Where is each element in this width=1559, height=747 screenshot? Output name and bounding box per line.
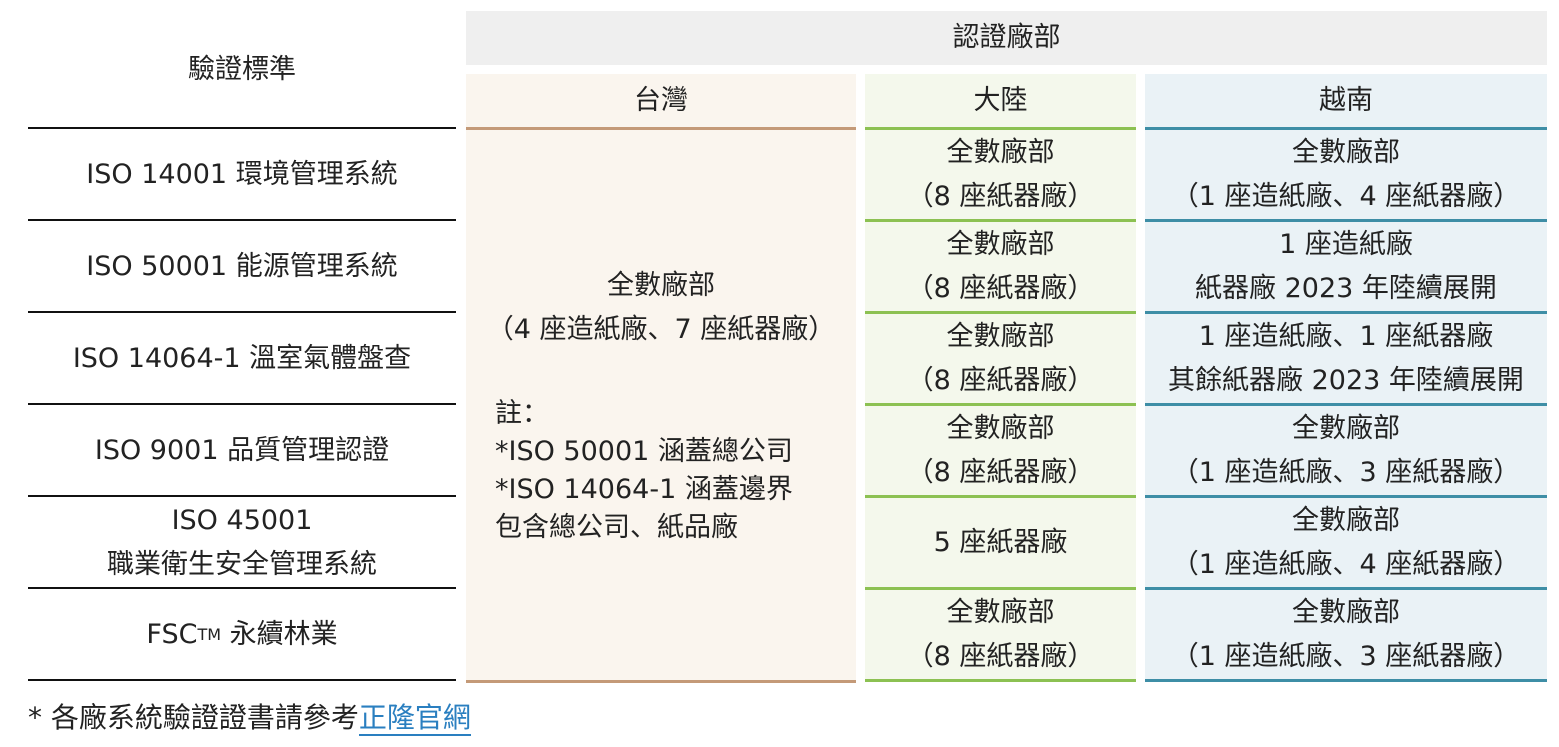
divider (28, 403, 456, 405)
divider (28, 127, 456, 129)
cell-line: 紙器廠 2023 年陸續展開 (1195, 272, 1497, 304)
china-cell: 5 座紙器廠 (865, 498, 1136, 590)
cell-line: （8 座紙器廠） (906, 180, 1095, 212)
cell-line: （1 座造紙廠、3 座紙器廠） (1171, 456, 1521, 488)
standard-cell: ISO 14064-1 溫室氣體盤查 (28, 314, 456, 404)
footnote-text: * 各廠系統驗證證書請參考 (28, 701, 359, 734)
standard-name: ISO 14001 環境管理系統 (86, 159, 398, 190)
standard-header: 驗證標準 (28, 40, 456, 100)
standard-name-line2: 職業衛生安全管理系統 (107, 549, 377, 580)
cell-line: 全數廠部 (946, 228, 1055, 260)
certified-header: 認證廠部 (466, 11, 1547, 65)
taiwan-note: 註： *ISO 50001 涵蓋總公司 *ISO 14064-1 涵蓋邊界 包含… (495, 395, 793, 547)
china-cell: 全數廠部 （8 座紙器廠） (865, 222, 1136, 314)
taiwan-cell: 全數廠部 （4 座造紙廠、7 座紙器廠） (466, 130, 856, 683)
vietnam-cell: 全數廠部 （1 座造紙廠、4 座紙器廠） (1145, 498, 1547, 590)
taiwan-line2: （4 座造紙廠、7 座紙器廠） (486, 314, 836, 345)
cell-line: 全數廠部 (1292, 136, 1400, 168)
cell-line: （1 座造紙廠、4 座紙器廠） (1171, 180, 1521, 212)
region-label: 大陸 (973, 84, 1028, 116)
cell-line: 1 座造紙廠、1 座紙器廠 (1198, 320, 1494, 352)
cell-line: 全數廠部 (1292, 596, 1400, 628)
standard-name-rest: 永續林業 (221, 619, 338, 650)
standard-name: ISO 14064-1 溫室氣體盤查 (72, 343, 412, 374)
standard-header-label: 驗證標準 (188, 54, 296, 85)
standard-name: FSC (146, 619, 198, 650)
region-header-taiwan: 台灣 (466, 74, 856, 130)
divider (28, 495, 456, 497)
divider (28, 219, 456, 221)
region-header-china: 大陸 (865, 74, 1136, 130)
cell-line: 全數廠部 (946, 412, 1055, 444)
certified-header-label: 認證廠部 (952, 22, 1061, 53)
vietnam-cell: 1 座造紙廠紙器廠 2023 年陸續展開 (1145, 222, 1547, 314)
note-line: 包含總公司、紙品廠 (495, 512, 738, 543)
cell-line: 全數廠部 (1292, 412, 1400, 444)
standard-cell: FSC TM 永續林業 (28, 590, 456, 680)
standard-cell: ISO 9001 品質管理認證 (28, 406, 456, 496)
region-label: 台灣 (634, 84, 688, 116)
note-line: *ISO 14064-1 涵蓋邊界 (495, 474, 793, 505)
cell-line: 全數廠部 (1292, 504, 1400, 536)
vietnam-cell: 全數廠部 （1 座造紙廠、3 座紙器廠） (1145, 406, 1547, 498)
cell-line: 其餘紙器廠 2023 年陸續展開 (1168, 364, 1524, 396)
standard-cell: ISO 45001 職業衛生安全管理系統 (28, 498, 456, 588)
cell-line: （8 座紙器廠） (906, 272, 1095, 304)
standard-cell: ISO 14001 環境管理系統 (28, 130, 456, 220)
cell-line: （1 座造紙廠、4 座紙器廠） (1171, 548, 1521, 580)
region-label: 越南 (1319, 84, 1373, 116)
standard-cell: ISO 50001 能源管理系統 (28, 222, 456, 312)
cell-line: 1 座造紙廠 (1279, 228, 1413, 260)
cell-line: （8 座紙器廠） (906, 640, 1095, 672)
divider (28, 311, 456, 313)
cell-line: 全數廠部 (946, 596, 1055, 628)
divider (28, 587, 456, 589)
note-line: *ISO 50001 涵蓋總公司 (495, 436, 793, 467)
china-cell: 全數廠部 （8 座紙器廠） (865, 590, 1136, 682)
trademark: TM (197, 625, 222, 644)
cell-line: （8 座紙器廠） (906, 364, 1095, 396)
china-cell: 全數廠部 （8 座紙器廠） (865, 406, 1136, 498)
cell-line: 全數廠部 (946, 320, 1055, 352)
china-cell: 全數廠部 （8 座紙器廠） (865, 130, 1136, 222)
vietnam-cell: 全數廠部 （1 座造紙廠、3 座紙器廠） (1145, 590, 1547, 682)
standard-name: ISO 45001 (171, 505, 313, 536)
vietnam-cell: 全數廠部 （1 座造紙廠、4 座紙器廠） (1145, 130, 1547, 222)
china-cell: 全數廠部 （8 座紙器廠） (865, 314, 1136, 406)
cell-line: 全數廠部 (946, 136, 1055, 168)
taiwan-line1: 全數廠部 (607, 270, 715, 301)
divider (28, 679, 456, 681)
standard-name: ISO 50001 能源管理系統 (86, 251, 398, 282)
cell-line: （8 座紙器廠） (906, 456, 1095, 488)
note-line: 註： (495, 398, 549, 429)
region-header-vietnam: 越南 (1145, 74, 1547, 130)
official-site-link[interactable]: 正隆官網 (358, 701, 471, 736)
standard-name: ISO 9001 品質管理認證 (94, 435, 390, 466)
cell-line: （1 座造紙廠、3 座紙器廠） (1171, 640, 1521, 672)
cell-line: 5 座紙器廠 (933, 526, 1068, 558)
footnote: * 各廠系統驗證證書請參考正隆官網 (28, 696, 471, 740)
vietnam-cell: 1 座造紙廠、1 座紙器廠 其餘紙器廠 2023 年陸續展開 (1145, 314, 1547, 406)
